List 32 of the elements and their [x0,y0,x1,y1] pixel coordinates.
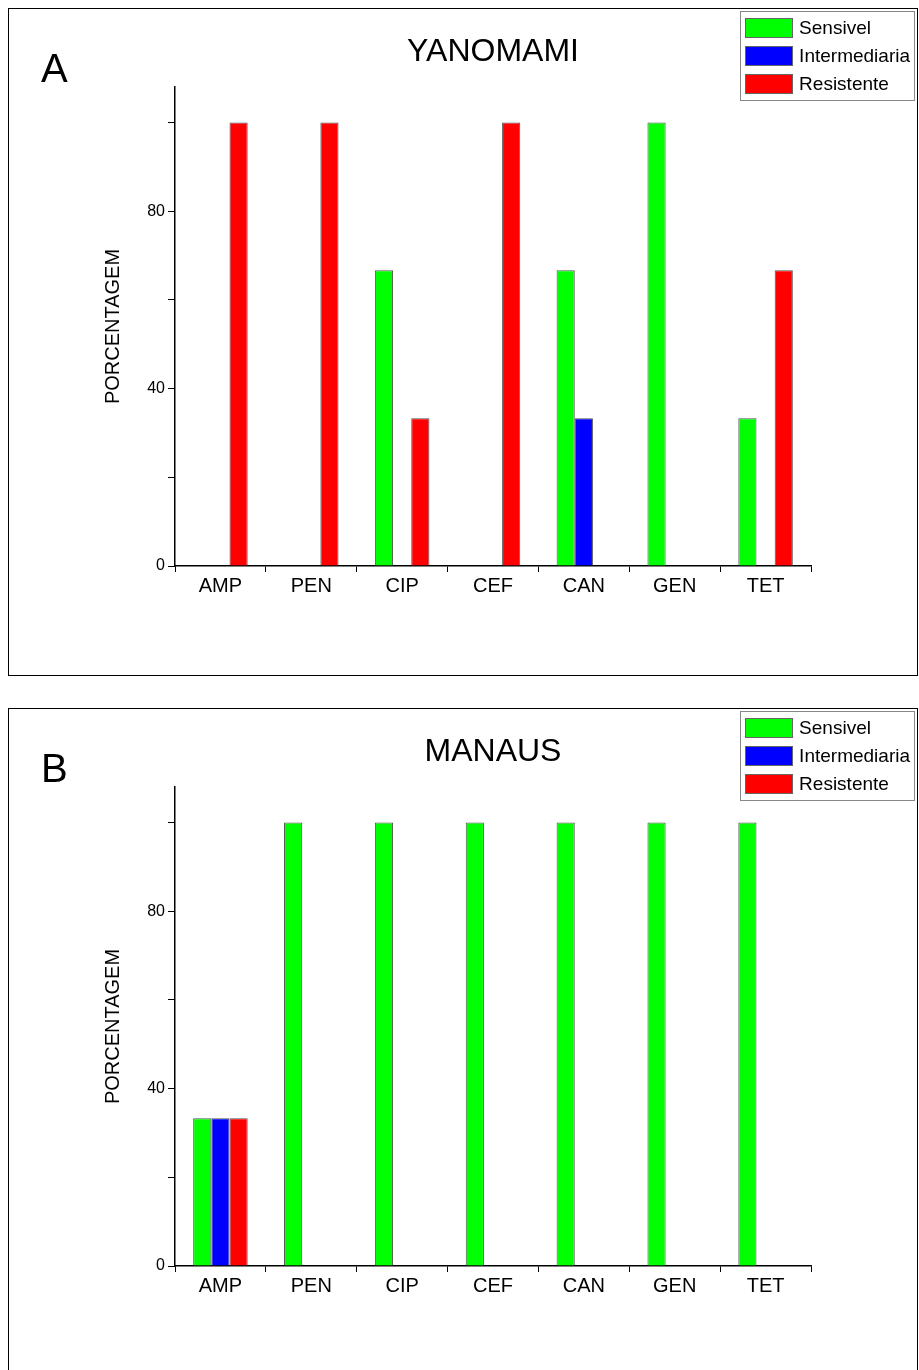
chart-title: YANOMAMI [407,31,579,68]
x-tick-label: GEN [653,573,697,596]
chart-title: MANAUS [424,731,562,768]
y-tick-label: 40 [147,1079,166,1096]
y-axis-title: PORCENTAGEM [100,248,123,405]
x-tick-label: AMP [198,1273,243,1296]
y-tick-label: 80 [147,901,166,919]
x-tick-label: CEF [473,573,513,596]
y-tick-label: 0 [156,1256,166,1274]
x-tick-label: TET [746,1273,785,1296]
legend-label: Intermediaria [799,44,910,68]
legend-label: Resistente [799,772,889,796]
x-tick-label: CIP [385,573,419,596]
legend-label: Sensivel [799,16,871,40]
text: B [41,746,68,791]
x-tick-label: TET [746,573,785,596]
x-tick-label: GEN [653,1273,697,1296]
y-tick-label: 0 [156,556,166,574]
legend-label: Intermediaria [799,744,910,768]
legend-label: Resistente [799,72,889,96]
y-tick-label: 80 [147,201,166,219]
text: A [41,46,68,91]
y-tick-label: 40 [147,379,166,396]
x-tick-label: CAN [562,1273,605,1296]
x-tick-label: PEN [290,1273,332,1296]
x-tick-label: CAN [562,573,605,596]
y-axis-title: PORCENTAGEM [100,948,123,1105]
x-tick-label: AMP [198,573,243,596]
x-tick-label: CIP [385,1273,419,1296]
x-tick-label: CEF [473,1273,513,1296]
x-tick-label: PEN [290,573,332,596]
legend-label: Sensivel [799,716,871,740]
